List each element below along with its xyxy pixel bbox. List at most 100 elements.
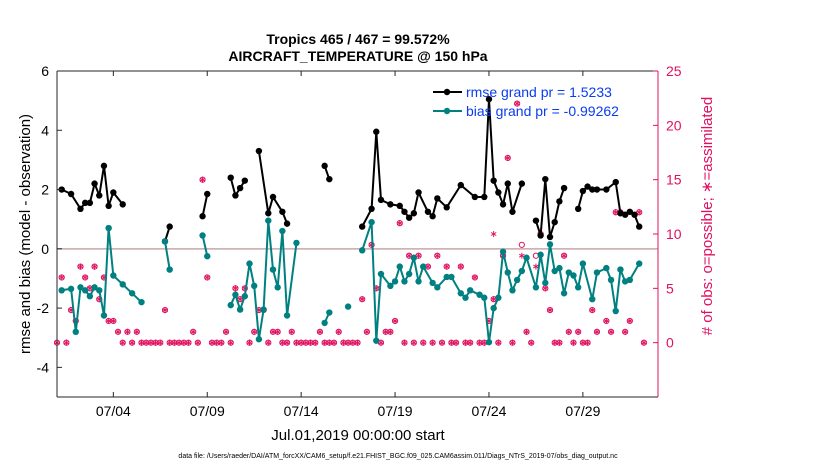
bias-point — [138, 298, 145, 306]
bias-point — [443, 273, 450, 281]
x-tick-label: 07/24 — [471, 403, 506, 419]
y-left-tick-label: 4 — [41, 122, 49, 138]
obs-assimilated-marker — [152, 339, 159, 346]
bias-point — [246, 260, 253, 267]
obs-assimilated-marker — [443, 263, 450, 270]
legend-rmse-label: rmse grand pr = 1.5233 — [466, 84, 612, 100]
obs-assimilated-marker — [218, 339, 225, 346]
rmse-point — [283, 220, 291, 227]
bias-point — [274, 284, 281, 291]
rmse-point — [410, 210, 418, 217]
bias-point — [405, 270, 413, 278]
obs-assimilated-marker — [608, 328, 614, 335]
bias-point — [283, 312, 291, 319]
bias-point — [551, 267, 558, 275]
x-tick-label: 07/19 — [378, 403, 413, 419]
y-right-tick-label: 20 — [666, 117, 682, 133]
obs-assimilated-marker — [382, 328, 389, 335]
series-layer — [58, 95, 643, 346]
obs-assimilated-marker — [190, 328, 197, 335]
obs-assimilated-marker — [199, 176, 206, 183]
rmse-point — [227, 174, 234, 181]
bias-point — [546, 241, 554, 248]
rmse-point — [405, 214, 413, 221]
obs-possible-marker — [518, 241, 525, 248]
obs-assimilated-marker — [288, 328, 295, 335]
rmse-point — [621, 211, 629, 218]
obs-assimilated-marker — [91, 263, 98, 270]
rmse-point — [457, 181, 464, 189]
chart-title-line1: Tropics 465 / 467 = 99.572% — [266, 31, 450, 47]
rmse-point — [241, 177, 249, 184]
obs-assimilated-marker — [209, 339, 215, 346]
bias-point — [377, 270, 385, 278]
obs-assimilated-marker — [223, 328, 229, 335]
rmse-point — [236, 184, 244, 192]
obs-assimilated-marker — [82, 274, 89, 281]
rmse-point — [232, 192, 239, 199]
obs-assimilated-marker — [359, 296, 366, 303]
obs-assimilated-marker — [303, 339, 309, 346]
obs-assimilated-marker — [410, 339, 417, 346]
bias-point — [373, 337, 380, 344]
obs-assimilated-marker — [321, 339, 328, 346]
bias-point — [565, 269, 572, 276]
bias-point — [77, 284, 84, 291]
rmse-point — [396, 202, 403, 210]
bias-point — [72, 328, 79, 335]
rmse-point — [495, 189, 502, 196]
bias-point — [476, 291, 483, 298]
rmse-point — [67, 190, 75, 198]
obs-assimilated-marker — [570, 339, 577, 346]
obs-assimilated-marker — [246, 339, 253, 346]
rmse-point — [91, 180, 98, 187]
bias-point — [110, 272, 117, 279]
rmse-point — [96, 192, 103, 199]
rmse-point — [551, 218, 558, 226]
rmse-point — [542, 175, 549, 183]
y-axis-label-left: rmse and bias (model - observation) — [17, 114, 34, 354]
obs-assimilated-marker — [293, 339, 300, 346]
obs-assimilated-marker — [547, 307, 553, 314]
rmse-series-line — [201, 193, 209, 217]
rmse-point — [119, 201, 126, 208]
rmse-point — [387, 201, 394, 208]
bias-point — [509, 287, 516, 294]
bias-series-line — [164, 241, 171, 270]
bias-point — [81, 287, 89, 294]
bias-point — [67, 285, 75, 293]
rmse-point — [105, 202, 112, 210]
y-right-tick-label: 0 — [666, 335, 674, 351]
bias-point — [321, 319, 328, 327]
y-right-tick-label: 10 — [666, 226, 682, 242]
rmse-point — [401, 208, 408, 215]
obs-assimilated-marker — [396, 220, 403, 227]
rmse-point — [518, 180, 526, 187]
rmse-point — [321, 162, 328, 170]
obs-assimilated-marker — [453, 339, 459, 346]
rmse-point — [626, 208, 634, 215]
obs-assimilated-marker — [143, 339, 150, 346]
rmse-point — [429, 213, 436, 220]
rmse-point — [584, 183, 591, 190]
obs-assimilated-marker — [133, 328, 140, 335]
obs-assimilated-marker — [270, 328, 276, 335]
obs-assimilated-marker — [162, 307, 168, 314]
bias-point — [260, 306, 267, 313]
rmse-point — [265, 210, 272, 217]
x-tick-label: 07/09 — [190, 403, 225, 419]
obs-assimilated-marker — [509, 339, 516, 346]
chart-title-line2: AIRCRAFT_TEMPERATURE @ 150 hPa — [228, 48, 487, 64]
rmse-point — [579, 187, 587, 195]
bias-point — [227, 301, 234, 309]
rmse-point — [589, 186, 596, 193]
obs-assimilated-marker — [298, 339, 305, 346]
bias-point — [574, 284, 582, 291]
obs-assimilated-marker — [551, 339, 558, 346]
obs-assimilated-marker — [565, 328, 572, 335]
bias-point — [481, 294, 488, 301]
bias-point — [485, 338, 493, 346]
rmse-point — [612, 178, 619, 186]
bias-point — [204, 253, 211, 260]
rmse-point — [358, 223, 366, 230]
